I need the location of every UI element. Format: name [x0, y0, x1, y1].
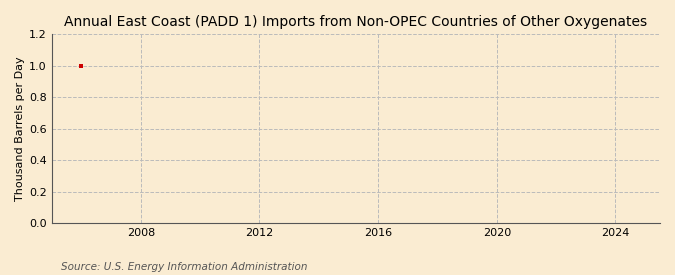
Y-axis label: Thousand Barrels per Day: Thousand Barrels per Day	[15, 56, 25, 201]
Title: Annual East Coast (PADD 1) Imports from Non-OPEC Countries of Other Oxygenates: Annual East Coast (PADD 1) Imports from …	[64, 15, 647, 29]
Text: Source: U.S. Energy Information Administration: Source: U.S. Energy Information Administ…	[61, 262, 307, 272]
